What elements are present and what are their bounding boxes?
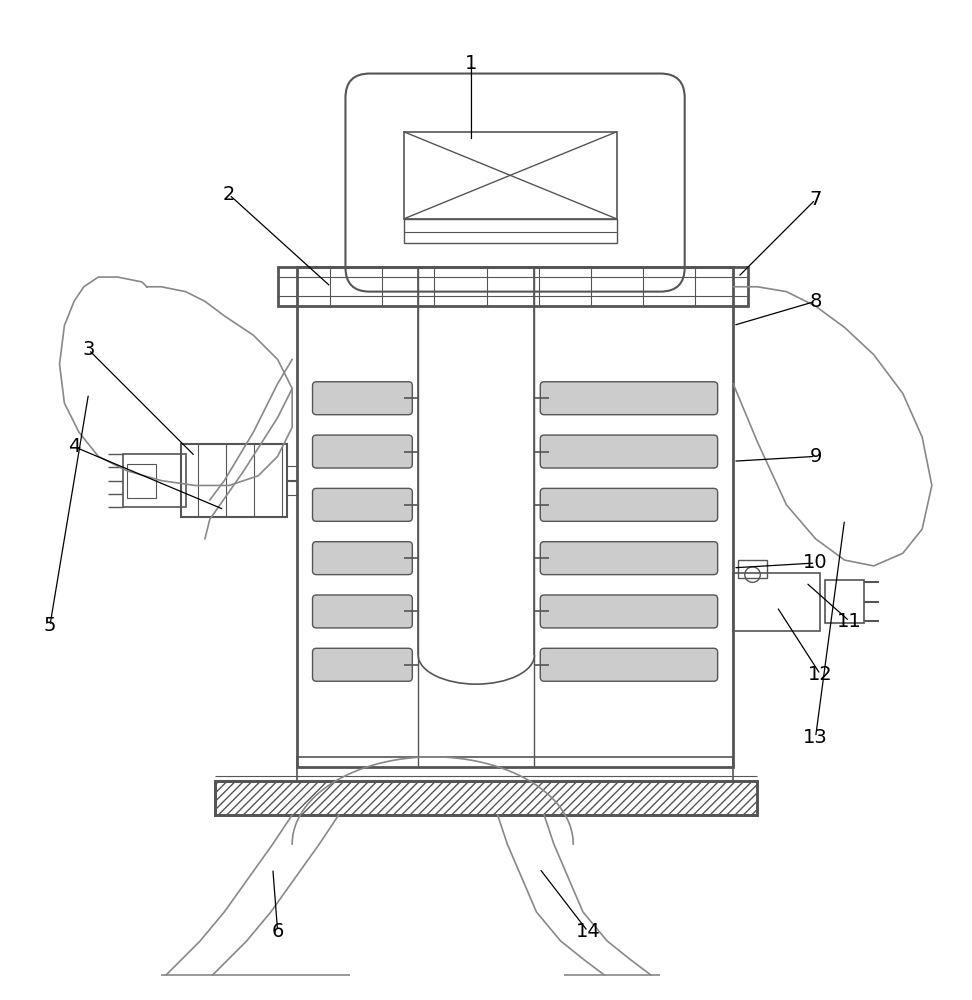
Bar xyxy=(403,219,617,243)
Text: 4: 4 xyxy=(68,437,81,456)
Text: 7: 7 xyxy=(810,190,821,209)
Text: 10: 10 xyxy=(803,553,828,572)
Text: 3: 3 xyxy=(83,340,95,359)
Bar xyxy=(215,781,757,815)
Bar xyxy=(297,757,733,781)
FancyBboxPatch shape xyxy=(540,382,717,415)
Bar xyxy=(215,781,757,815)
Bar xyxy=(738,560,767,578)
Bar xyxy=(297,267,733,767)
FancyBboxPatch shape xyxy=(540,648,717,681)
Text: 8: 8 xyxy=(810,292,821,311)
FancyBboxPatch shape xyxy=(313,488,412,521)
Text: 2: 2 xyxy=(223,185,235,204)
FancyBboxPatch shape xyxy=(313,595,412,628)
Bar xyxy=(733,573,820,631)
Text: 14: 14 xyxy=(575,922,600,941)
Text: 13: 13 xyxy=(803,728,828,747)
Bar xyxy=(825,580,864,623)
FancyBboxPatch shape xyxy=(540,435,717,468)
Text: 6: 6 xyxy=(271,922,284,941)
FancyBboxPatch shape xyxy=(313,542,412,575)
FancyBboxPatch shape xyxy=(313,648,412,681)
FancyBboxPatch shape xyxy=(540,488,717,521)
FancyBboxPatch shape xyxy=(540,595,717,628)
Bar xyxy=(278,267,747,306)
Bar xyxy=(403,132,617,219)
FancyBboxPatch shape xyxy=(540,542,717,575)
FancyBboxPatch shape xyxy=(313,382,412,415)
Text: 11: 11 xyxy=(837,612,862,631)
Text: 9: 9 xyxy=(810,447,821,466)
FancyBboxPatch shape xyxy=(313,435,412,468)
Text: 1: 1 xyxy=(466,54,477,73)
Text: 5: 5 xyxy=(44,616,56,635)
Bar xyxy=(122,454,186,507)
Text: 12: 12 xyxy=(808,665,833,684)
Bar xyxy=(127,464,156,498)
Bar xyxy=(181,444,288,517)
